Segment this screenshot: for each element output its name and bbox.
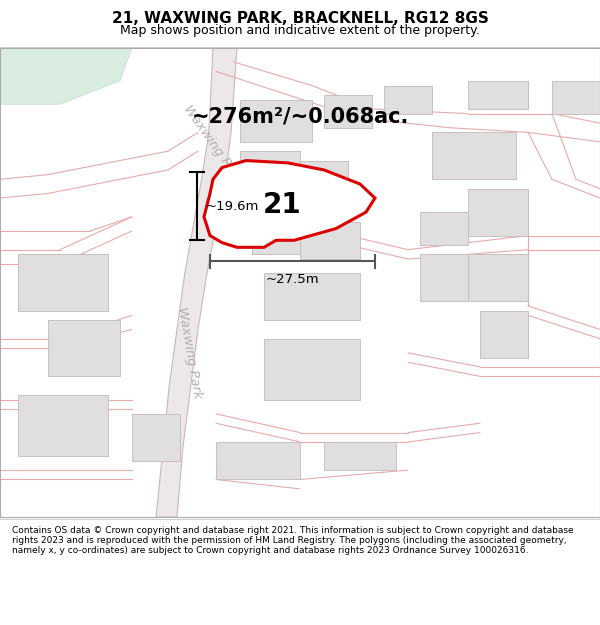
- Polygon shape: [204, 161, 375, 248]
- Polygon shape: [420, 254, 468, 301]
- Polygon shape: [300, 161, 348, 198]
- Polygon shape: [18, 395, 108, 456]
- Polygon shape: [420, 212, 468, 245]
- Polygon shape: [156, 48, 237, 517]
- Polygon shape: [324, 442, 396, 470]
- Polygon shape: [324, 95, 372, 128]
- Polygon shape: [468, 189, 528, 236]
- Polygon shape: [468, 81, 528, 109]
- Text: 21, WAXWING PARK, BRACKNELL, RG12 8GS: 21, WAXWING PARK, BRACKNELL, RG12 8GS: [112, 11, 488, 26]
- Text: 21: 21: [263, 191, 301, 219]
- Text: Waxwing Park: Waxwing Park: [175, 306, 203, 400]
- Polygon shape: [132, 414, 180, 461]
- Text: Map shows position and indicative extent of the property.: Map shows position and indicative extent…: [120, 24, 480, 38]
- Polygon shape: [384, 86, 432, 114]
- Polygon shape: [480, 311, 528, 358]
- Text: ~276m²/~0.068ac.: ~276m²/~0.068ac.: [191, 106, 409, 126]
- Polygon shape: [552, 81, 600, 114]
- Polygon shape: [216, 442, 300, 479]
- Polygon shape: [0, 48, 132, 104]
- Polygon shape: [432, 132, 516, 179]
- Polygon shape: [252, 212, 324, 254]
- Text: Waxwing Park: Waxwing Park: [181, 102, 245, 186]
- Text: ~19.6m: ~19.6m: [206, 200, 259, 212]
- Polygon shape: [240, 151, 300, 189]
- Text: Contains OS data © Crown copyright and database right 2021. This information is : Contains OS data © Crown copyright and d…: [12, 526, 574, 556]
- Polygon shape: [264, 339, 360, 400]
- Polygon shape: [18, 254, 108, 311]
- Polygon shape: [48, 320, 120, 376]
- Polygon shape: [300, 221, 360, 259]
- Polygon shape: [264, 273, 360, 320]
- Text: ~27.5m: ~27.5m: [266, 273, 319, 286]
- Polygon shape: [468, 254, 528, 301]
- Polygon shape: [240, 99, 312, 142]
